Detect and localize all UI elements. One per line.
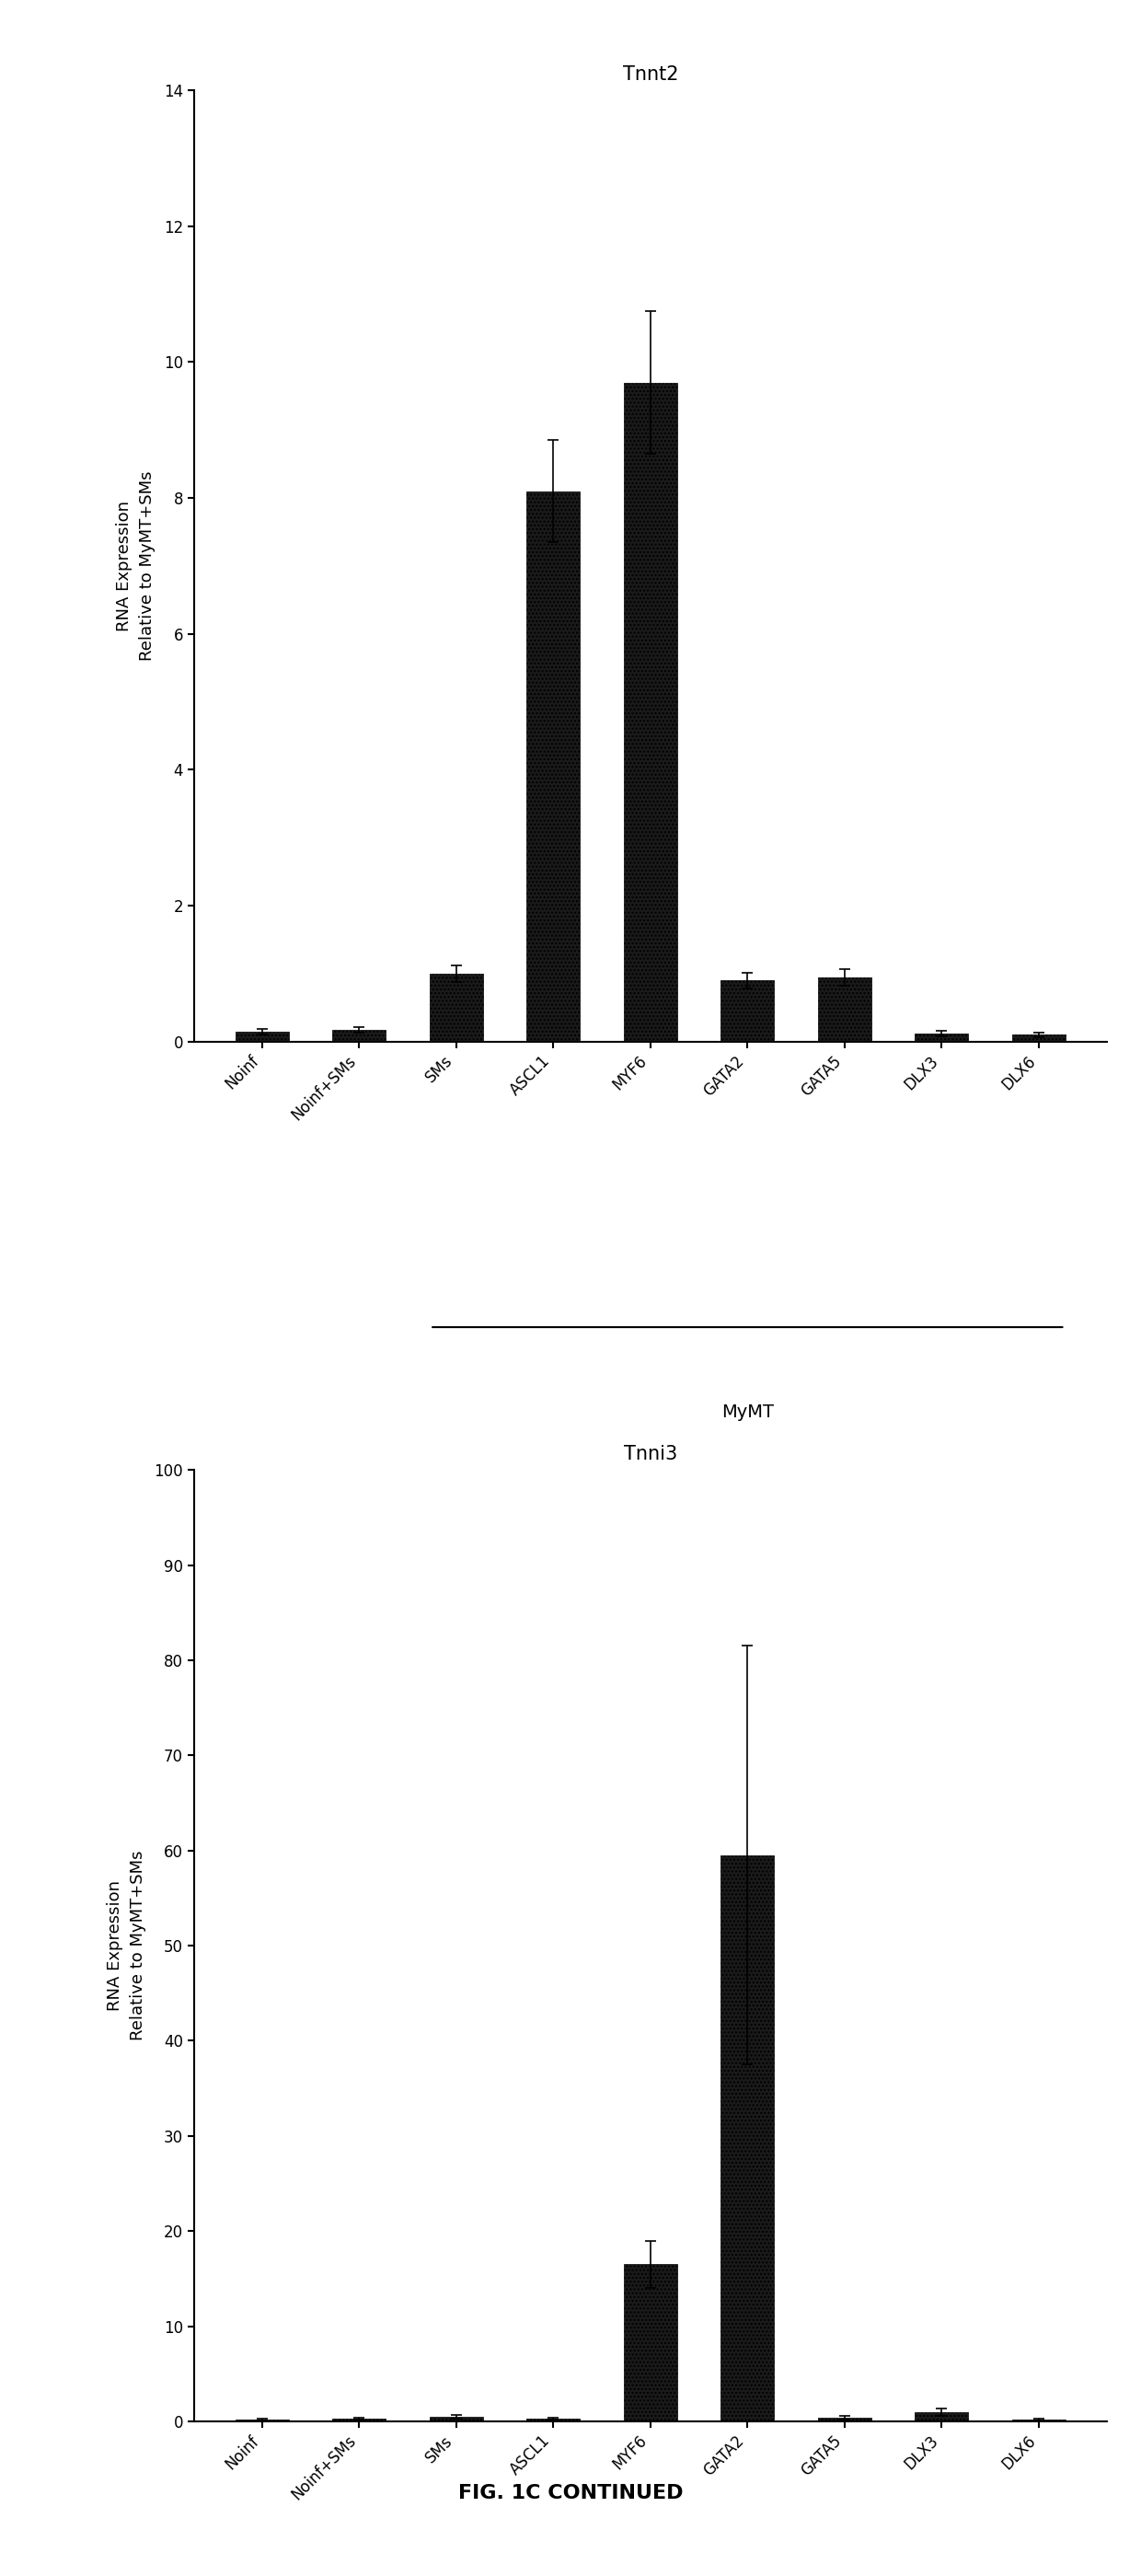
Bar: [526, 492, 580, 1041]
Bar: [818, 976, 872, 1041]
Bar: [332, 1030, 386, 1041]
Bar: [624, 381, 677, 1041]
Title: Tnnt2: Tnnt2: [623, 64, 678, 82]
Bar: [429, 974, 483, 1041]
Y-axis label: RNA Expression
Relative to MyMT+SMs: RNA Expression Relative to MyMT+SMs: [107, 1850, 146, 2040]
Y-axis label: RNA Expression
Relative to MyMT+SMs: RNA Expression Relative to MyMT+SMs: [116, 471, 156, 662]
Bar: [624, 2264, 677, 2421]
Title: Tnni3: Tnni3: [624, 1445, 677, 1463]
Bar: [721, 981, 775, 1041]
Bar: [915, 2411, 969, 2421]
Text: FIG. 1C CONTINUED: FIG. 1C CONTINUED: [458, 2483, 683, 2504]
Bar: [235, 1030, 289, 1041]
Bar: [526, 2419, 580, 2421]
Bar: [721, 1855, 775, 2421]
Bar: [429, 2416, 483, 2421]
Text: MyMT: MyMT: [721, 1404, 774, 1422]
Bar: [1012, 1036, 1066, 1041]
Bar: [332, 2419, 386, 2421]
Bar: [915, 1033, 969, 1041]
Bar: [818, 2419, 872, 2421]
